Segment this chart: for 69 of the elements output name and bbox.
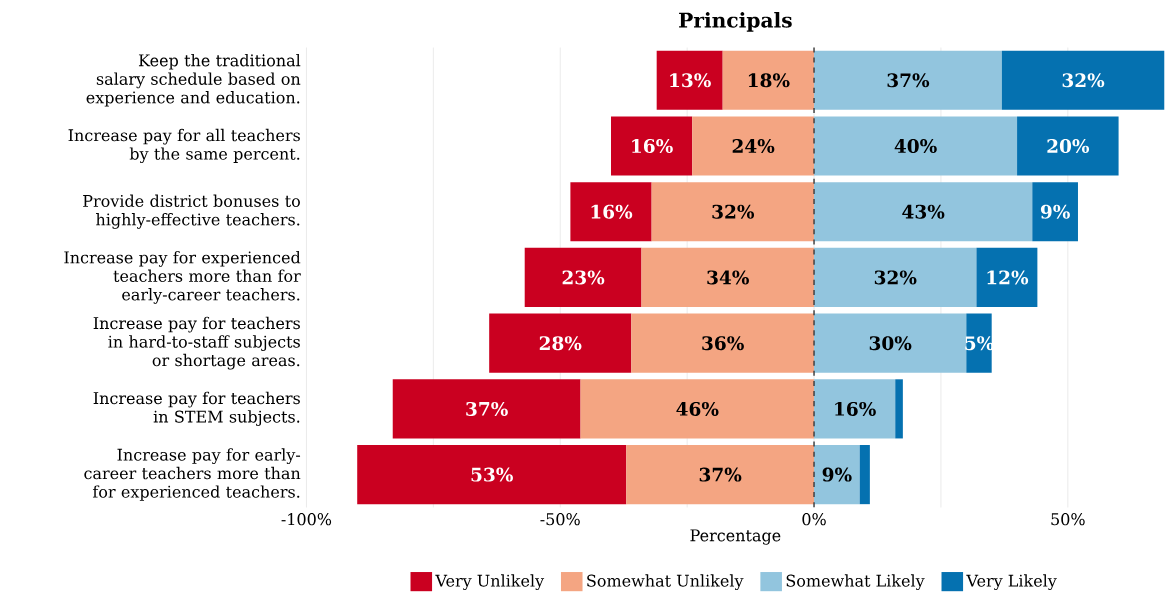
x-tick-label: -50% [540,512,580,526]
data-label: 16% [835,401,876,416]
bar [570,181,652,242]
data-label: 18% [748,73,790,88]
data-label: 20% [1047,138,1090,153]
data-label: 24% [732,138,775,153]
data-label: 34% [707,270,749,285]
bar [392,379,581,439]
data-label: 30% [869,335,912,350]
data-label: 32% [1062,73,1105,88]
x-tick-label: -100% [281,512,332,526]
bar [895,379,903,439]
bar [651,181,815,242]
y-tick-label: Increase pay for early-career teachers more than for experienced teachers. [84,448,301,501]
bar [611,116,693,176]
y-tick-label: Increase pay for teachers in hard-to-staff subjects or shortage areas. [93,316,300,370]
data-label: 36% [702,335,744,350]
data-label: 32% [874,270,917,285]
legend-label: Somewhat Unlikely [587,574,744,590]
legend-label: Somewhat Likely [786,574,925,590]
y-tick-label: Provide district bonuses to highly-effective teachers. [83,194,300,229]
bar [1001,50,1165,110]
y-tick-label: Increase pay for experienced teachers more than for early-career teachers. [64,250,301,304]
legend-label: Very Unlikely [435,574,545,590]
bar [814,379,896,439]
bar [814,181,1033,242]
bar [1017,116,1119,176]
data-label: 9% [822,467,852,482]
y-tick-label: Increase pay for teachers in STEM subjects. [93,391,300,426]
bar [626,444,815,504]
data-label: 37% [887,73,930,88]
data-label: 13% [670,73,711,88]
bar [814,444,860,504]
data-label: 43% [902,204,945,219]
bar [631,313,815,373]
data-label: 16% [591,204,633,219]
data-label: 46% [676,401,719,416]
bar [814,247,977,307]
data-label: 23% [562,270,605,285]
x-tick-label: 0% [802,512,826,526]
chart-title: Principals [679,11,792,32]
bar [580,379,815,439]
bar [357,444,627,504]
bar [641,247,815,307]
y-tick-label: Increase pay for all teachers by the same percent. [68,128,300,163]
bar [524,247,642,307]
x-axis-title: Percentage [690,529,781,545]
data-label: 53% [471,467,513,482]
data-label: 37% [699,467,742,482]
x-tick-label: 50% [1051,512,1085,526]
y-tick-label: Keep the traditional salary schedule based on experience and education. [86,53,301,107]
bar [976,247,1038,307]
legend-label: Very Likely [966,574,1057,590]
bar [1032,181,1078,242]
bar [814,116,1018,176]
data-label: 9% [1040,204,1070,219]
data-label: 32% [712,204,755,219]
bar [814,50,1002,110]
bar [859,444,870,504]
bar [489,313,632,373]
bar [692,116,815,176]
data-label: 12% [987,270,1029,285]
bar [722,50,815,110]
data-label: 16% [632,138,673,153]
data-label: 40% [894,138,937,153]
data-label: 37% [466,401,508,416]
bar [656,50,723,110]
bar [814,313,967,373]
data-label: 28% [539,335,582,350]
